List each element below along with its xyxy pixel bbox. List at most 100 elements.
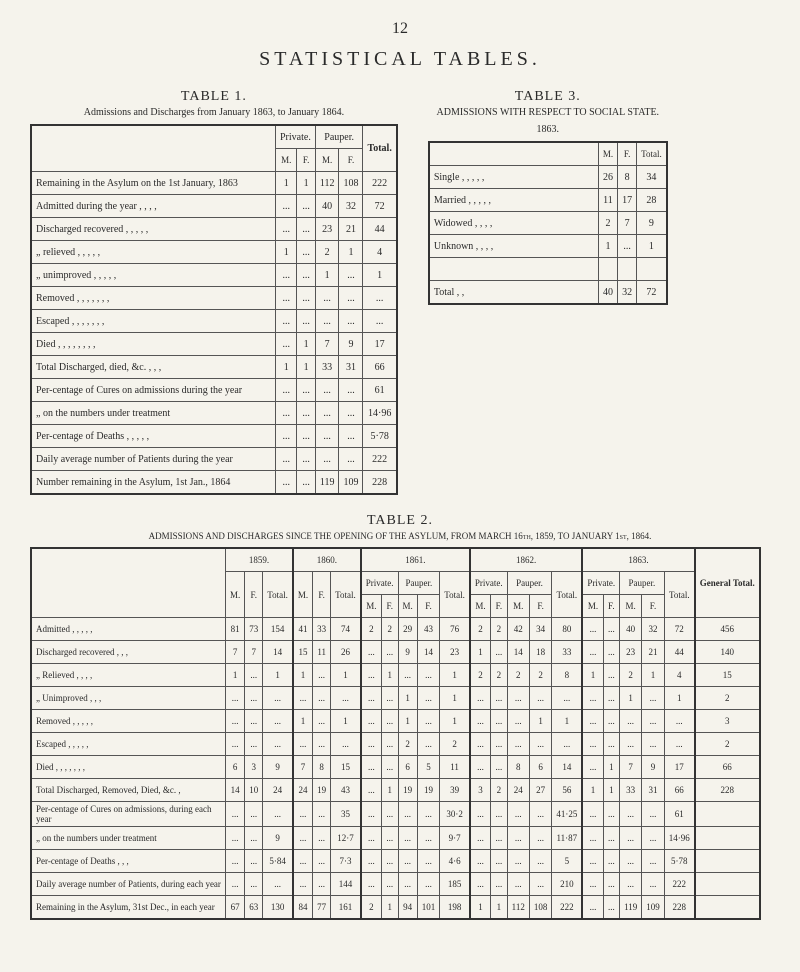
cell: ... [620, 827, 642, 850]
cell: 2 [695, 733, 760, 756]
cell: ... [398, 802, 417, 827]
cell: ... [363, 310, 397, 333]
cell: 6 [226, 756, 245, 779]
table-row: Admitted , , , , ,8173154413374222943762… [31, 618, 760, 641]
cell: 1 [529, 710, 552, 733]
cell: 34 [529, 618, 552, 641]
col-private: Private. [361, 572, 398, 595]
cell: ... [620, 802, 642, 827]
cell: 2 [470, 618, 491, 641]
cell: ... [339, 264, 363, 287]
cell: 33 [620, 779, 642, 802]
cell: 2 [491, 618, 508, 641]
cell: ... [507, 733, 529, 756]
table-row: Total Discharged, died, &c. , , , 1 1 33… [31, 356, 397, 379]
cell: 119 [315, 471, 339, 495]
col-f: F. [313, 572, 331, 618]
cell: 7 [618, 212, 637, 235]
cell: ... [491, 827, 508, 850]
cell: 6 [398, 756, 417, 779]
cell: ... [293, 733, 313, 756]
col-pauper: Pauper. [398, 572, 440, 595]
cell: ... [245, 733, 263, 756]
cell: 7 [293, 756, 313, 779]
cell: ... [382, 827, 399, 850]
cell: 8 [313, 756, 331, 779]
col-pauper: Pauper. [620, 572, 665, 595]
cell: ... [470, 873, 491, 896]
cell: 5 [417, 756, 440, 779]
cell: ... [276, 471, 297, 495]
cell: 23 [440, 641, 470, 664]
cell: 30·2 [440, 802, 470, 827]
cell: 8 [552, 664, 583, 687]
cell: ... [313, 827, 331, 850]
cell: 26 [331, 641, 361, 664]
row-label: Escaped , , , , , , , [31, 310, 276, 333]
cell: 15 [695, 664, 760, 687]
cell: 9 [398, 641, 417, 664]
cell: ... [276, 195, 297, 218]
cell: ... [507, 850, 529, 873]
cell: 1 [440, 710, 470, 733]
table-row: Died , , , , , , , , ... 1 7 9 17 [31, 333, 397, 356]
cell: ... [276, 310, 297, 333]
cell: 24 [263, 779, 293, 802]
table-row: „ on the numbers under treatment......9.… [31, 827, 760, 850]
cell: ... [398, 873, 417, 896]
cell: ... [603, 802, 620, 827]
cell: 14 [417, 641, 440, 664]
cell: 1 [276, 241, 297, 264]
cell: ... [603, 687, 620, 710]
cell: 1 [598, 235, 617, 258]
row-label: Died , , , , , , , , [31, 333, 276, 356]
cell: 1 [339, 241, 363, 264]
cell: 456 [695, 618, 760, 641]
row-label: Total Discharged, died, &c. , , , [31, 356, 276, 379]
cell: ... [297, 287, 315, 310]
cell: 66 [695, 756, 760, 779]
cell [637, 258, 667, 281]
cell: 1 [363, 264, 397, 287]
col-f: F. [642, 595, 665, 618]
cell: 2 [440, 733, 470, 756]
col-f: F. [417, 595, 440, 618]
cell: ... [361, 756, 382, 779]
year-1863: 1863. [582, 548, 694, 572]
cell: 1 [603, 779, 620, 802]
cell: ... [603, 710, 620, 733]
table-row [429, 258, 667, 281]
cell: 1 [276, 356, 297, 379]
year-1860: 1860. [293, 548, 361, 572]
cell: 11·87 [552, 827, 583, 850]
cell: 112 [507, 896, 529, 920]
cell: ... [382, 710, 399, 733]
cell: ... [417, 827, 440, 850]
cell: ... [582, 710, 603, 733]
cell: 17 [618, 189, 637, 212]
table3-title: TABLE 3. [428, 89, 668, 105]
cell: ... [339, 379, 363, 402]
cell: 9 [637, 212, 667, 235]
col-total: Total. [331, 572, 361, 618]
row-label: Total Discharged, Removed, Died, &c. , [31, 779, 226, 802]
cell: ... [582, 756, 603, 779]
col-f: F. [529, 595, 552, 618]
cell: ... [276, 425, 297, 448]
cell: 2 [598, 212, 617, 235]
row-label: „ Unimproved , , , [31, 687, 226, 710]
table-row: „ relieved , , , , , 1 ... 2 1 4 [31, 241, 397, 264]
cell: ... [339, 425, 363, 448]
cell: ... [529, 827, 552, 850]
cell: ... [491, 850, 508, 873]
cell: ... [293, 687, 313, 710]
cell: ... [315, 425, 339, 448]
cell: ... [507, 710, 529, 733]
cell: ... [226, 802, 245, 827]
cell: ... [361, 850, 382, 873]
table-row: Escaped , , , , ,.......................… [31, 733, 760, 756]
cell: ... [245, 710, 263, 733]
general-total: General Total. [695, 548, 760, 618]
cell: 1 [470, 896, 491, 920]
cell: 17 [363, 333, 397, 356]
